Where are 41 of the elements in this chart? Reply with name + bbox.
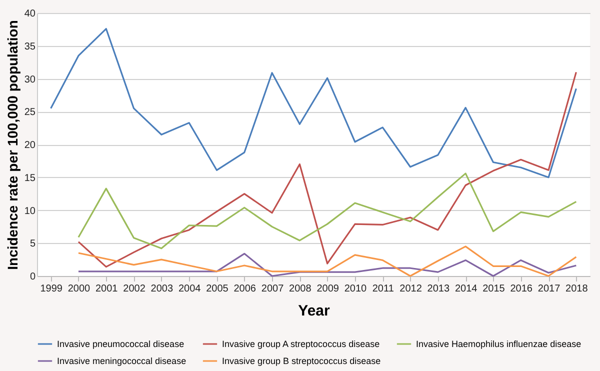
legend-label: Invasive group B streptococcus disease: [222, 356, 381, 366]
x-tick-label: 1999: [40, 284, 63, 294]
x-tick-label: 2009: [316, 284, 340, 294]
line-series: [50, 28, 577, 178]
x-tick-label: 2006: [234, 284, 256, 294]
x-tick-label: 2002: [123, 284, 146, 294]
legend-label: Invasive meningococcal disease: [57, 356, 186, 366]
y-tick-label: 30: [24, 74, 36, 86]
legend-label: Invasive Haemophilus influenzae disease: [416, 339, 582, 349]
y-tick-label: 10: [24, 206, 36, 217]
x-tick-label: 2017: [538, 284, 561, 294]
y-tick-label: 0: [30, 272, 36, 282]
y-tick-label: 20: [24, 140, 36, 151]
x-tick-label: 2016: [510, 284, 533, 294]
y-tick-label: 15: [24, 172, 36, 184]
line-series: [78, 172, 577, 250]
y-axis-title: Incidence rate per 100,000 population: [4, 20, 20, 270]
x-tick-label: 2011: [372, 284, 394, 294]
line-series: [78, 252, 577, 277]
y-tick-label: 35: [24, 41, 36, 52]
x-tick-label: 2007: [261, 284, 284, 294]
x-tick-label: 2001: [96, 284, 118, 294]
x-tick-label: 2000: [68, 284, 91, 294]
line-series: [78, 71, 577, 268]
x-axis-title: Year: [298, 302, 330, 320]
x-tick-label: 2012: [400, 284, 422, 294]
x-tick-label: 2005: [206, 284, 229, 294]
x-tick-label: 2014: [454, 284, 478, 294]
x-tick-label: 2018: [566, 284, 588, 294]
x-tick-label: 2015: [482, 284, 506, 294]
x-tick-label: 2008: [289, 284, 312, 294]
line-series: [78, 246, 577, 277]
x-tick-label: 2003: [150, 284, 174, 294]
y-tick-label: 5: [30, 238, 36, 250]
legend-label: Invasive pneumococcal disease: [57, 339, 184, 349]
x-tick-label: 2010: [344, 284, 368, 294]
x-tick-label: 2004: [178, 284, 202, 294]
y-tick-label: 40: [24, 8, 36, 20]
y-tick-label: 25: [24, 107, 36, 118]
legend-label: Invasive group A streptococcus disease: [222, 339, 380, 349]
x-tick-label: 2013: [427, 284, 450, 294]
